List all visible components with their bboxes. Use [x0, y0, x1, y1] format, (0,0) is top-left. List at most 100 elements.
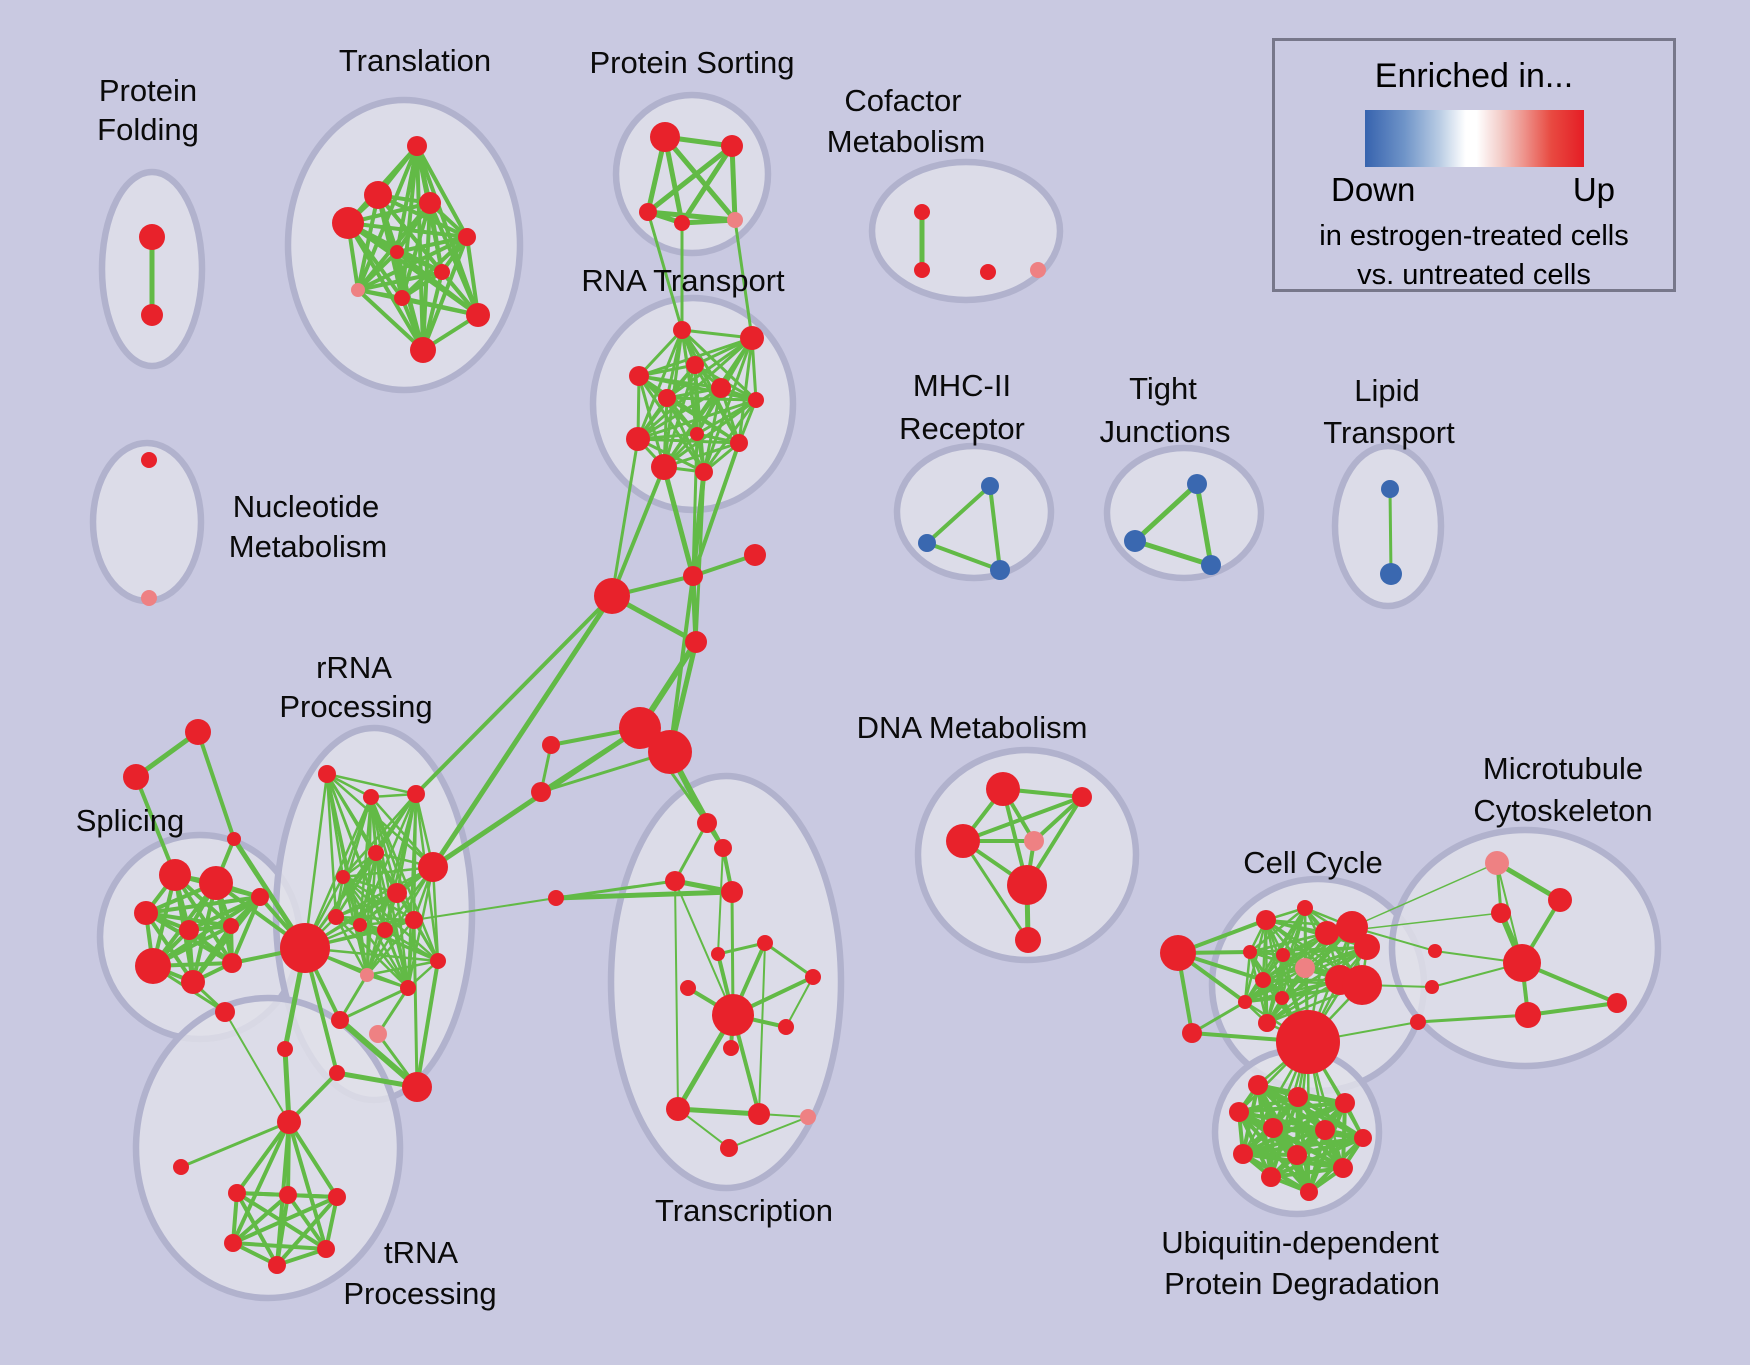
edge: [369, 795, 440, 963]
node-t9: [466, 303, 490, 327]
node-tp3: [173, 1159, 189, 1175]
edge: [636, 437, 706, 474]
node-cf3: [1030, 262, 1046, 278]
node-tx4: [548, 890, 564, 906]
edge: [231, 1120, 291, 1245]
node-tp0: [277, 1041, 293, 1057]
legend-title: Enriched in...: [1374, 57, 1574, 95]
edge: [646, 210, 684, 332]
cluster-ellipse-mhc-ii-receptor: [893, 442, 1055, 582]
node-ub10: [1261, 1167, 1281, 1187]
node-cc3: [1336, 911, 1368, 943]
cluster-label-rna-transport-0: RNA Transport: [581, 263, 785, 298]
edge: [662, 441, 741, 469]
node-ub8: [1287, 1145, 1307, 1165]
node-sp11: [251, 888, 269, 906]
node-mc0: [1485, 851, 1509, 875]
edge: [400, 296, 480, 317]
edge: [1241, 1128, 1327, 1156]
edge: [1132, 481, 1200, 544]
node-mh0: [981, 477, 999, 495]
node-tx0: [697, 813, 717, 833]
cluster-label-tight-junctions-1: Junctions: [1100, 414, 1231, 449]
node-rr16: [402, 1072, 432, 1102]
edge: [668, 574, 695, 754]
edge: [662, 134, 738, 223]
cluster-label-lipid-transport-0: Lipid: [1354, 373, 1420, 408]
edge: [961, 839, 1030, 942]
node-sp3: [159, 859, 191, 891]
node-tp9: [317, 1240, 335, 1258]
edge: [1388, 487, 1393, 576]
edge: [303, 772, 329, 950]
node-cf1: [914, 262, 930, 278]
edge: [679, 217, 738, 226]
cluster-label-transcription-0: Transcription: [655, 1193, 833, 1228]
node-t10: [410, 337, 436, 363]
edge: [763, 941, 815, 979]
edge: [231, 1193, 290, 1245]
edge: [636, 328, 684, 441]
cluster-ellipse-cofactor-metabolism: [868, 158, 1064, 304]
node-ub1: [1288, 1087, 1308, 1107]
edge: [961, 795, 1084, 843]
edge: [414, 594, 614, 796]
node-h1: [619, 707, 661, 749]
cluster-label-rrna-processing-0: rRNA: [316, 650, 392, 685]
node-rt0: [673, 321, 691, 339]
edge: [637, 374, 706, 474]
node-l2: [531, 782, 551, 802]
edge: [1132, 538, 1214, 568]
node-t6: [434, 264, 450, 280]
edge: [1241, 1136, 1365, 1156]
edge: [275, 1195, 339, 1267]
node-mc2: [1548, 888, 1572, 912]
edge: [356, 270, 444, 292]
edge: [286, 1193, 328, 1251]
edge: [230, 895, 262, 965]
node-t8: [394, 290, 410, 306]
node-ub11: [1300, 1183, 1318, 1201]
cluster-label-translation-0: Translation: [339, 43, 491, 78]
node-ub9: [1333, 1158, 1353, 1178]
edge: [334, 865, 435, 919]
node-c1: [744, 544, 766, 566]
node-dm4: [1007, 865, 1047, 905]
node-tx6: [757, 935, 773, 951]
cluster-label-splicing-0: Splicing: [76, 803, 185, 838]
node-tx9: [805, 969, 821, 985]
node-ps0: [650, 122, 680, 152]
edge: [231, 1195, 339, 1245]
node-mc4: [1428, 944, 1442, 958]
edge: [376, 986, 410, 1036]
node-t1: [364, 181, 392, 209]
node-cf2: [980, 264, 996, 280]
cluster-label-cofactor-metabolism-0: Cofactor: [844, 83, 961, 118]
node-pf1: [141, 304, 163, 326]
legend-box: Enriched in... Down Up in estrogen-treat…: [1272, 38, 1676, 292]
node-cf0: [914, 204, 930, 220]
node-rt10: [651, 454, 677, 480]
edge: [1269, 1136, 1365, 1179]
node-rr12: [430, 953, 446, 969]
edge: [412, 918, 419, 1089]
node-nm0: [141, 452, 157, 468]
node-cc13: [1354, 934, 1380, 960]
node-rr1: [363, 789, 379, 805]
node-ps1: [721, 135, 743, 157]
edge: [702, 398, 758, 474]
node-tp4: [228, 1184, 246, 1202]
edge: [1194, 481, 1214, 568]
node-rr11: [360, 968, 374, 982]
node-c2: [685, 631, 707, 653]
node-tp5: [279, 1186, 297, 1204]
node-nm1: [141, 590, 157, 606]
edge: [680, 328, 758, 402]
node-rt4: [658, 389, 676, 407]
node-tp6: [328, 1188, 346, 1206]
node-cc1: [1297, 900, 1313, 916]
node-rr0: [318, 765, 336, 783]
edge: [694, 470, 706, 644]
node-dm2: [1024, 831, 1044, 851]
node-rt9: [730, 434, 748, 452]
